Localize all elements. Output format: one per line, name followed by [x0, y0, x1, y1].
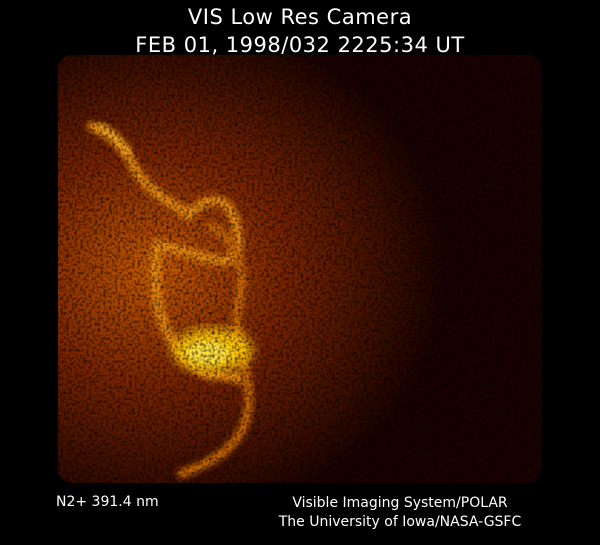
wavelength-label: N2+ 391.4 nm: [56, 494, 159, 510]
camera-title: VIS Low Res Camera: [187, 5, 413, 29]
credit-line-2: The University of Iowa/NASA-GSFC: [278, 514, 522, 530]
credit-line-1: Visible Imaging System/POLAR: [292, 495, 508, 511]
aurora-image: [58, 55, 542, 483]
credit-block: Visible Imaging System/POLAR The Univers…: [250, 494, 550, 532]
observation-timestamp: FEB 01, 1998/032 2225:34 UT: [135, 33, 465, 57]
